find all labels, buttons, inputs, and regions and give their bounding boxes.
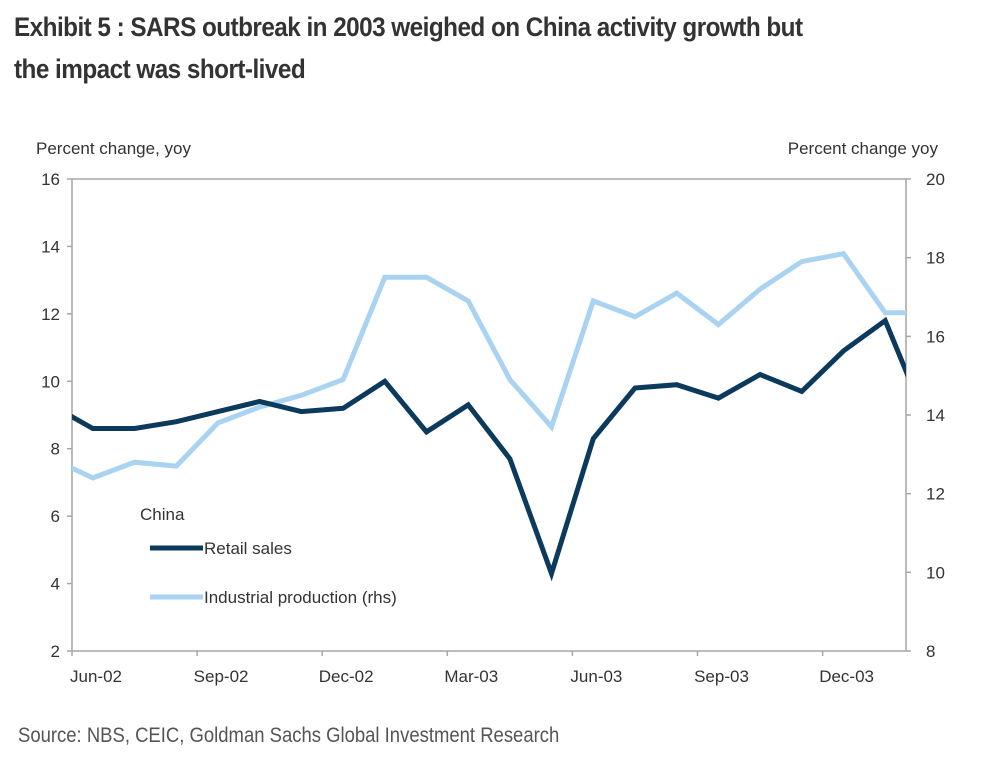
x-tick-label: Dec-02 (319, 667, 374, 686)
left-tick-label: 14 (41, 237, 60, 256)
x-tick-label: Jun-03 (570, 667, 622, 686)
source-note: Source: NBS, CEIC, Goldman Sachs Global … (18, 724, 560, 747)
right-tick-label: 12 (926, 485, 945, 504)
right-tick-label: 10 (926, 563, 945, 582)
x-tick-label: Dec-03 (819, 667, 874, 686)
legend-label-retail-sales: Retail sales (204, 539, 292, 558)
series-group (72, 250, 906, 582)
right-tick-label: 18 (926, 249, 945, 268)
x-axis-ticks: Jun-02 Sep-02 Dec-02 Mar-03 Jun-03 Sep-03 Dec-… (70, 651, 874, 686)
legend-title: China (140, 505, 185, 524)
x-tick-label: Sep-02 (194, 667, 249, 686)
x-tick-label: Mar-03 (444, 667, 498, 686)
left-axis-label: Percent change, yoy (36, 139, 191, 158)
x-tick-label: Jun-02 (70, 667, 122, 686)
left-tick-label: 10 (41, 372, 60, 391)
right-tick-label: 14 (926, 406, 945, 425)
right-tick-label: 8 (926, 642, 935, 661)
series-line-industrial-production (72, 250, 906, 481)
line-chart: Percent change, yoy Percent change yoy 2… (36, 139, 945, 686)
left-tick-label: 8 (51, 440, 60, 459)
right-axis-ticks: 8 10 12 14 16 18 20 (906, 170, 945, 661)
left-tick-label: 6 (51, 507, 60, 526)
chart-title-line-2: the impact was short-lived (14, 54, 306, 84)
left-tick-label: 2 (51, 642, 60, 661)
left-tick-label: 16 (41, 170, 60, 189)
x-tick-label: Sep-03 (694, 667, 749, 686)
chart-title: Exhibit 5 : SARS outbreak in 2003 weighe… (14, 6, 878, 90)
left-tick-label: 12 (41, 305, 60, 324)
left-axis-ticks: 2 4 6 8 10 12 14 16 (41, 170, 72, 661)
series-line-retail-sales (72, 316, 906, 582)
legend: China Retail sales Industrial production… (140, 505, 397, 607)
left-tick-label: 4 (51, 575, 60, 594)
legend-label-industrial-production: Industrial production (rhs) (204, 588, 397, 607)
right-tick-label: 16 (926, 327, 945, 346)
right-axis-label: Percent change yoy (788, 139, 939, 158)
chart-title-line-1: Exhibit 5 : SARS outbreak in 2003 weighe… (14, 12, 803, 42)
right-tick-label: 20 (926, 170, 945, 189)
